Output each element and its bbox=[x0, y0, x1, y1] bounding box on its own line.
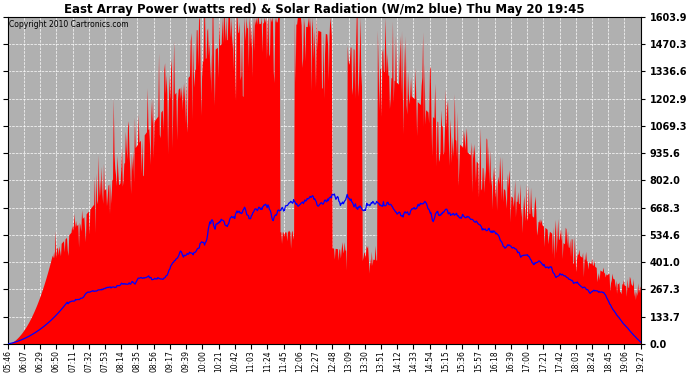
Text: Copyright 2010 Cartronics.com: Copyright 2010 Cartronics.com bbox=[9, 20, 128, 29]
Title: East Array Power (watts red) & Solar Radiation (W/m2 blue) Thu May 20 19:45: East Array Power (watts red) & Solar Rad… bbox=[64, 3, 584, 16]
